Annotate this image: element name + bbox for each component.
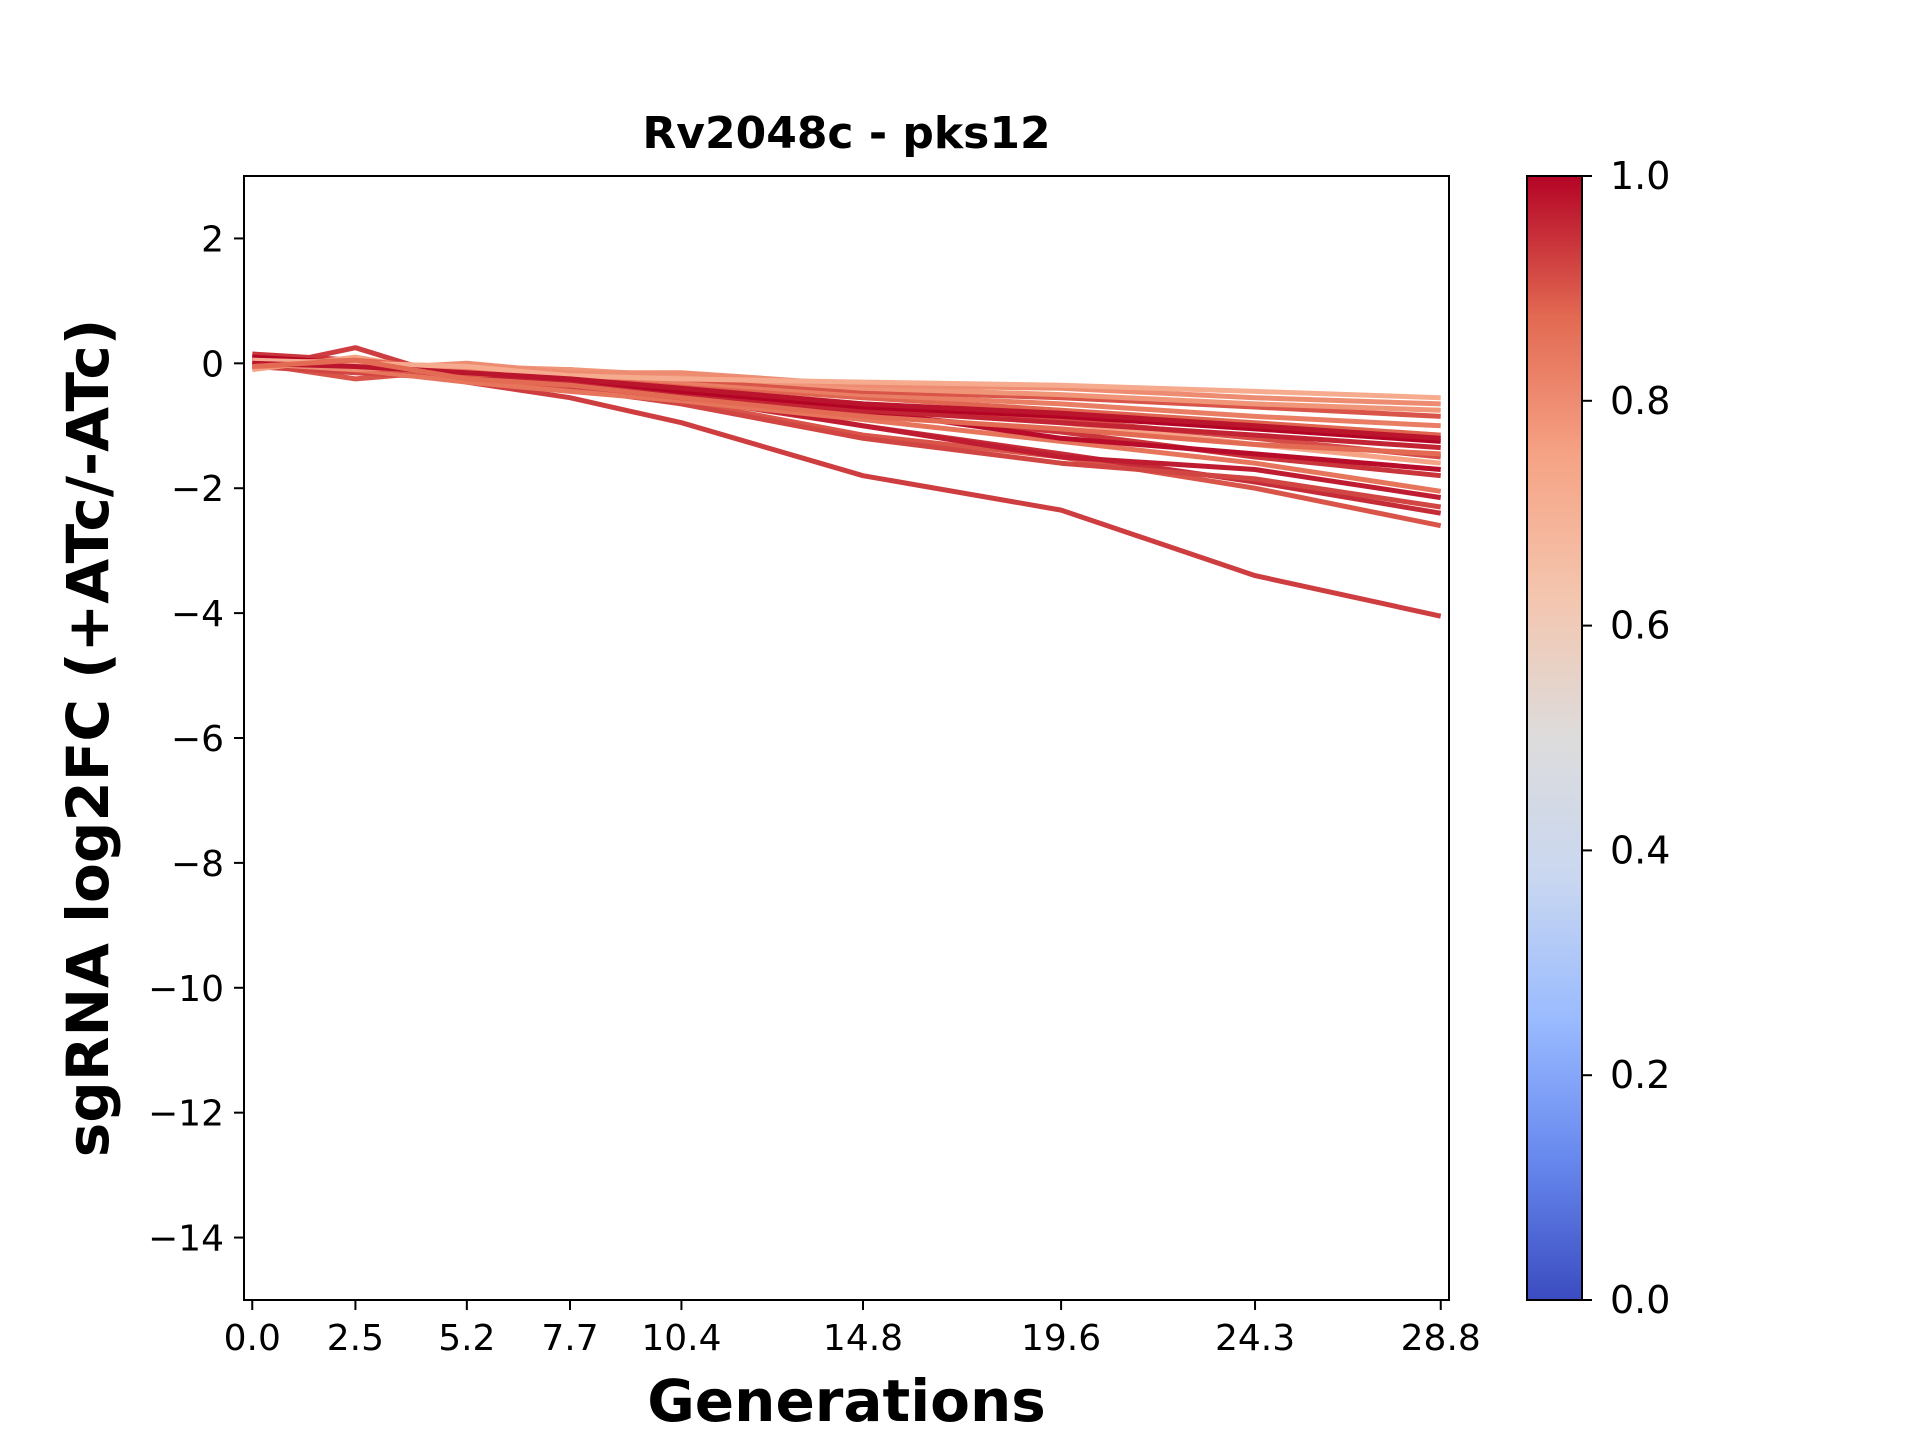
y-tick-label: −6 — [171, 719, 224, 760]
x-tick-label: 24.3 — [1215, 1318, 1295, 1359]
chart-title: Rv2048c - pks12 — [642, 108, 1050, 159]
series-line — [252, 360, 1442, 494]
series-line — [252, 357, 1441, 457]
colorbar-tick-label: 0.6 — [1610, 604, 1670, 648]
colorbar-tick-label: 0.0 — [1610, 1278, 1670, 1322]
y-tick-label: −8 — [171, 844, 224, 885]
colorbar-tick-label: 1.0 — [1610, 154, 1670, 198]
y-tick-label: −14 — [148, 1219, 224, 1260]
colorbar-tick-label: 0.2 — [1610, 1053, 1670, 1097]
x-tick-label: 28.8 — [1401, 1318, 1481, 1359]
x-tick-label: 10.4 — [641, 1318, 721, 1359]
series-layer — [251, 345, 1442, 619]
colorbar-fill — [1526, 175, 1583, 1301]
colorbar-tick-label: 0.8 — [1610, 379, 1670, 423]
colorbar: 0.0 0.2 0.4 0.6 0.8 1.0 — [1526, 154, 1670, 1322]
y-axis-title: sgRNA log2FC (+ATc/-ATc) — [54, 319, 122, 1157]
series-line — [251, 345, 1442, 619]
y-tick-label: −10 — [148, 969, 224, 1010]
plot-frame — [243, 175, 1450, 1301]
colorbar-tick-label: 0.4 — [1610, 828, 1670, 872]
y-tick-label: −2 — [171, 469, 224, 510]
y-tick-label: −4 — [171, 594, 224, 635]
x-tick-label: 14.8 — [823, 1318, 903, 1359]
x-tick-label: 0.0 — [224, 1318, 281, 1359]
y-tick-label: −12 — [148, 1094, 224, 1135]
y-axis: 2 0 −2 −4 −6 −8 −10 −12 −14 — [148, 219, 244, 1260]
x-tick-label: 5.2 — [438, 1318, 495, 1359]
y-tick-label: 0 — [201, 344, 224, 385]
x-tick-label: 7.7 — [541, 1318, 598, 1359]
x-tick-label: 19.6 — [1021, 1318, 1101, 1359]
colorbar-ticks: 0.0 0.2 0.4 0.6 0.8 1.0 — [1582, 154, 1670, 1322]
x-axis-title: Generations — [647, 1367, 1046, 1435]
y-tick-label: 2 — [201, 219, 224, 260]
x-tick-label: 2.5 — [327, 1318, 384, 1359]
x-axis: 0.0 2.5 5.2 7.7 10.4 14.8 19.6 24.3 28.8 — [224, 1300, 1481, 1359]
